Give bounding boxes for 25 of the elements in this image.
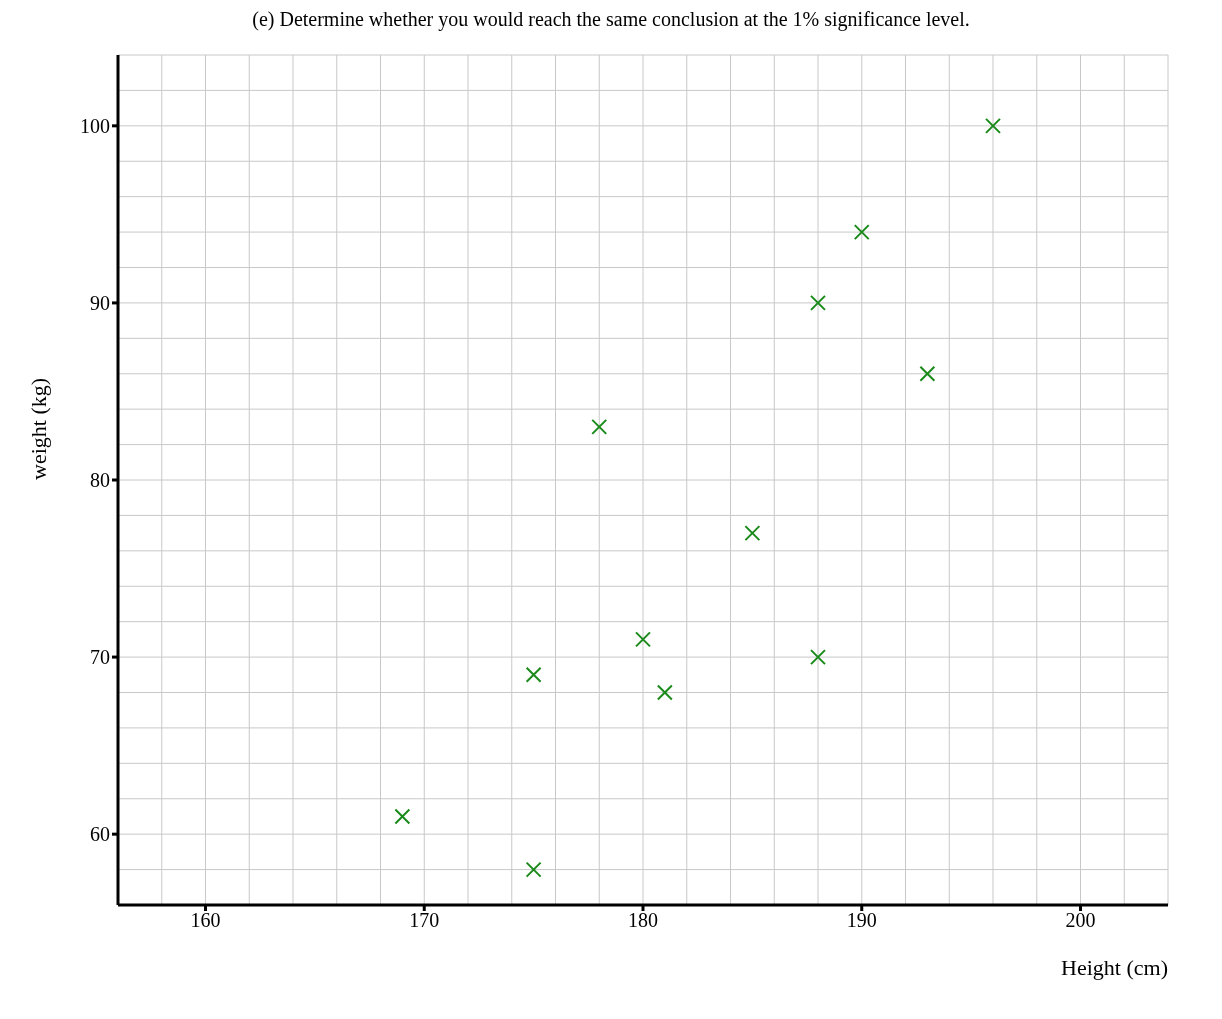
point: [810, 294, 826, 311]
point: [744, 525, 761, 542]
y-tick-label: 70: [90, 646, 110, 669]
point: [985, 117, 1001, 134]
x-tick-label: 160: [190, 909, 221, 932]
y-tick-label: 80: [90, 469, 110, 492]
point: [919, 365, 936, 382]
y-tick-label: 60: [90, 823, 110, 846]
point: [525, 666, 542, 683]
chart-title: (e) Determine whether you would reach the same conclusion at the 1% significance level.: [251, 8, 971, 31]
x-axis-title: Height (cm): [1061, 955, 1168, 980]
y-tick-label: 100: [80, 114, 110, 137]
x-tick-label: 180: [628, 909, 658, 932]
x-tick-label: 170: [409, 909, 440, 932]
point: [394, 808, 411, 825]
point: [635, 631, 651, 648]
point: [810, 649, 826, 666]
point: [591, 418, 608, 435]
point: [853, 224, 870, 241]
x-tick-label: 190: [846, 909, 877, 932]
y-tick-label: 90: [90, 292, 110, 315]
point: [525, 861, 542, 878]
point: [656, 684, 673, 701]
x-tick-label: 200: [1065, 909, 1096, 932]
y-axis-title: weight (kg): [25, 377, 51, 480]
